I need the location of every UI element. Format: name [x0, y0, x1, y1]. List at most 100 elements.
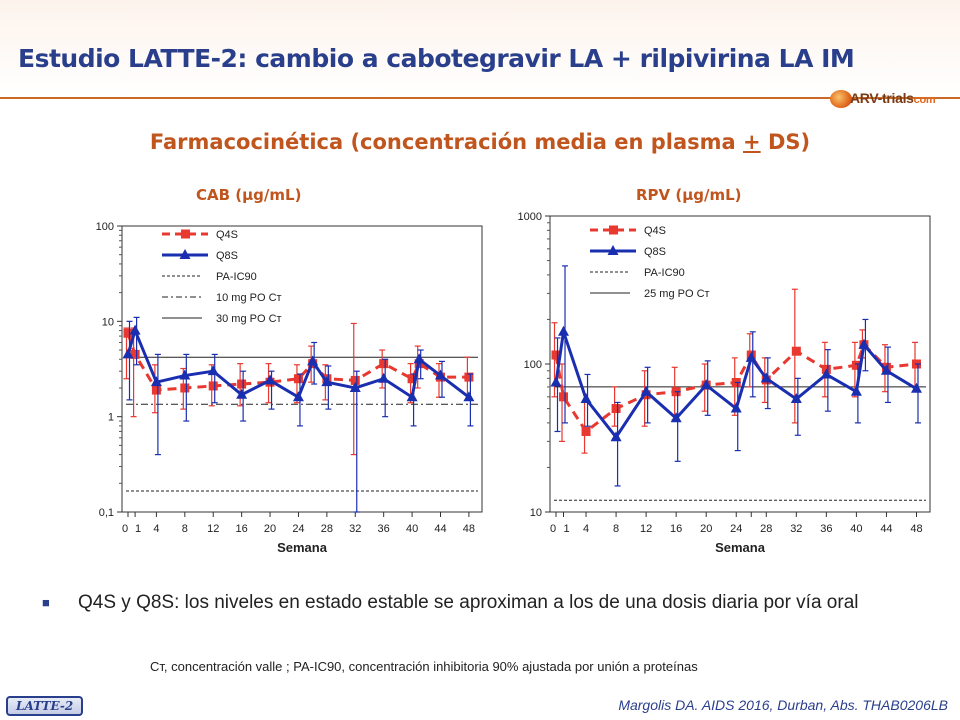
bullet-text: Q4S y Q8S: los niveles en estado estable… — [78, 592, 859, 613]
legend-marker-q4s — [609, 225, 618, 235]
q8s-point — [122, 348, 134, 359]
header-band — [0, 0, 960, 98]
y-tick-label: 10 — [530, 507, 542, 519]
x-tick-label: 24 — [292, 523, 304, 535]
x-tick-label: 32 — [349, 523, 361, 535]
q8s-point — [207, 365, 219, 376]
q8s-point — [292, 391, 304, 402]
x-tick-label: 36 — [378, 523, 390, 535]
q8s-point — [179, 369, 191, 380]
y-tick-label: 0,1 — [99, 507, 114, 519]
series-line-q8s — [126, 326, 470, 400]
q8s-point — [349, 381, 361, 392]
x-tick-label: 1 — [563, 523, 569, 535]
q4s-point — [464, 372, 474, 382]
legend-label: Q8S — [216, 250, 238, 262]
q4s-point — [611, 404, 621, 414]
plot-frame — [549, 215, 931, 513]
x-tick-label: 4 — [583, 523, 589, 535]
q8s-point — [790, 393, 802, 404]
x-tick-label: 4 — [153, 523, 159, 535]
q4s-point — [293, 374, 303, 384]
q8s-point — [550, 376, 562, 387]
q8s-point — [413, 353, 425, 364]
q8s-point — [378, 372, 390, 383]
x-tick-label: 16 — [236, 523, 248, 535]
legend-marker-q8s — [607, 245, 619, 255]
y-tick-label: 100 — [96, 221, 114, 233]
q8s-point — [558, 325, 570, 336]
study-tag: LATTE-2 — [6, 696, 84, 716]
x-tick-label: 20 — [264, 523, 276, 535]
q4s-point — [123, 328, 133, 338]
q8s-point — [406, 391, 418, 402]
cab-chart-title: CAB (µg/mL) — [196, 186, 302, 204]
x-tick-label: 48 — [910, 523, 922, 535]
bullet-point: ■ Q4S y Q8S: los niveles en estado estab… — [42, 590, 932, 615]
x-tick-label: 8 — [613, 523, 619, 535]
q4s-point — [551, 350, 561, 360]
logo-suffix: com — [913, 94, 936, 106]
x-tick-label: 32 — [790, 523, 802, 535]
legend-label: 30 mg PO Cт — [216, 313, 282, 325]
slide-subtitle: Farmacocinética (concentración media en … — [0, 130, 960, 154]
x-tick-label: 0 — [122, 523, 128, 535]
legend-marker-q4s — [181, 229, 190, 239]
q8s-point — [670, 412, 682, 423]
legend-label: 25 mg PO Cт — [644, 288, 710, 300]
q8s-point — [760, 372, 772, 383]
x-tick-label: 28 — [321, 523, 333, 535]
legend-label: Q4S — [216, 229, 238, 241]
legend-label: 10 mg PO Cт — [216, 292, 282, 304]
x-tick-label: 12 — [207, 523, 219, 535]
q8s-point — [129, 324, 141, 335]
q8s-point — [858, 338, 870, 349]
x-tick-label: 40 — [850, 523, 862, 535]
q4s-point — [180, 383, 190, 393]
q8s-point — [730, 402, 742, 413]
q8s-point — [580, 393, 592, 404]
q8s-point — [640, 385, 652, 396]
q8s-point — [700, 379, 712, 390]
footnote: Cт, concentración valle ; PA-IC90, conce… — [150, 659, 698, 674]
y-tick-label: 1 — [108, 412, 114, 424]
legend-label: Q8S — [644, 246, 666, 258]
q8s-point — [321, 376, 333, 387]
y-tick-label: 100 — [524, 359, 542, 371]
q4s-point — [350, 375, 360, 385]
plot-frame — [121, 225, 483, 513]
x-tick-label: 20 — [700, 523, 712, 535]
series-line-q4s — [554, 341, 917, 434]
logo-text: ARV-trials — [850, 90, 914, 106]
q8s-point — [236, 388, 248, 399]
q8s-point — [880, 364, 892, 375]
q4s-point — [559, 392, 569, 402]
y-tick-label: 1000 — [518, 211, 542, 223]
slide-title: Estudio LATTE-2: cambio a cabotegravir L… — [18, 44, 855, 73]
q4s-point — [379, 359, 389, 369]
legend-marker-q8s — [179, 249, 191, 259]
x-tick-label: 40 — [406, 523, 418, 535]
q8s-point — [910, 382, 922, 393]
y-tick-label: 10 — [102, 316, 114, 328]
q8s-point — [307, 355, 319, 366]
title-divider — [0, 97, 960, 99]
x-tick-label: 16 — [670, 523, 682, 535]
q8s-point — [745, 351, 757, 362]
x-tick-label: 44 — [434, 523, 446, 535]
q4s-point — [151, 385, 161, 395]
q4s-point — [851, 360, 861, 370]
legend-label: PA-IC90 — [644, 267, 685, 279]
q8s-point — [850, 385, 862, 396]
q4s-point — [130, 349, 140, 359]
x-tick-label: 48 — [463, 523, 475, 535]
logo-icon — [830, 90, 852, 108]
x-tick-label: 24 — [730, 523, 742, 535]
q4s-point — [407, 374, 417, 384]
x-tick-label: 8 — [182, 523, 188, 535]
x-tick-label: 44 — [880, 523, 892, 535]
q8s-point — [820, 368, 832, 379]
x-axis-title: Semana — [715, 540, 766, 555]
series-line-q8s — [554, 331, 918, 440]
